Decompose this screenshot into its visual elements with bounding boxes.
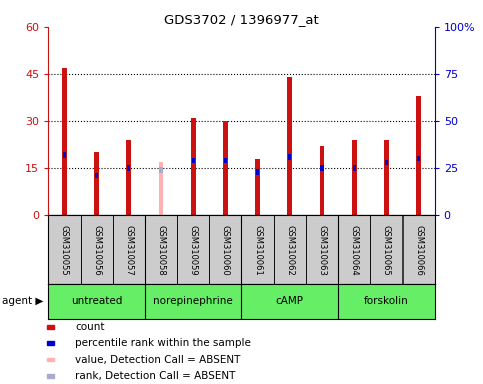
- Bar: [223, 121, 228, 215]
- Text: GSM310065: GSM310065: [382, 225, 391, 276]
- Bar: [47, 341, 54, 345]
- Bar: [288, 154, 291, 159]
- Text: GSM310063: GSM310063: [317, 225, 327, 276]
- Bar: [158, 162, 163, 215]
- Text: rank, Detection Call = ABSENT: rank, Detection Call = ABSENT: [75, 371, 236, 381]
- Bar: [287, 77, 292, 215]
- Text: GSM310061: GSM310061: [253, 225, 262, 276]
- Text: untreated: untreated: [71, 296, 122, 306]
- Bar: [370, 215, 402, 284]
- Bar: [177, 215, 209, 284]
- Text: forskolin: forskolin: [364, 296, 409, 306]
- Text: GSM310060: GSM310060: [221, 225, 230, 276]
- Text: GSM310055: GSM310055: [60, 225, 69, 276]
- Bar: [47, 358, 54, 361]
- Bar: [384, 140, 389, 215]
- Bar: [255, 159, 260, 215]
- Bar: [209, 215, 242, 284]
- Bar: [81, 215, 113, 284]
- Bar: [416, 96, 421, 215]
- Text: value, Detection Call = ABSENT: value, Detection Call = ABSENT: [75, 354, 241, 364]
- Text: GSM310058: GSM310058: [156, 225, 166, 276]
- Text: GSM310066: GSM310066: [414, 225, 423, 276]
- Bar: [63, 152, 66, 158]
- Text: GSM310059: GSM310059: [189, 225, 198, 276]
- Bar: [113, 215, 145, 284]
- Bar: [62, 68, 67, 215]
- Bar: [159, 167, 163, 173]
- Bar: [417, 156, 420, 161]
- Bar: [320, 146, 325, 215]
- Bar: [402, 215, 435, 284]
- Bar: [47, 325, 54, 329]
- Text: GSM310062: GSM310062: [285, 225, 294, 276]
- Bar: [306, 215, 338, 284]
- Text: norepinephrine: norepinephrine: [153, 296, 233, 306]
- Bar: [353, 165, 356, 171]
- Bar: [274, 215, 306, 284]
- Bar: [256, 169, 259, 175]
- Bar: [145, 215, 177, 284]
- Bar: [94, 152, 99, 215]
- Text: count: count: [75, 322, 105, 332]
- Bar: [191, 118, 196, 215]
- Text: GSM310064: GSM310064: [350, 225, 359, 276]
- Bar: [127, 165, 130, 171]
- Bar: [338, 215, 370, 284]
- Title: GDS3702 / 1396977_at: GDS3702 / 1396977_at: [164, 13, 319, 26]
- Bar: [48, 215, 81, 284]
- Bar: [127, 140, 131, 215]
- Bar: [385, 159, 388, 165]
- Text: agent ▶: agent ▶: [2, 296, 44, 306]
- Text: GSM310057: GSM310057: [124, 225, 133, 276]
- Bar: [47, 374, 54, 378]
- Text: GSM310056: GSM310056: [92, 225, 101, 276]
- Bar: [320, 165, 324, 171]
- Bar: [224, 158, 227, 163]
- Bar: [95, 173, 98, 178]
- Text: percentile rank within the sample: percentile rank within the sample: [75, 338, 251, 348]
- Bar: [242, 215, 274, 284]
- Bar: [192, 158, 195, 163]
- Bar: [352, 140, 356, 215]
- Text: cAMP: cAMP: [276, 296, 304, 306]
